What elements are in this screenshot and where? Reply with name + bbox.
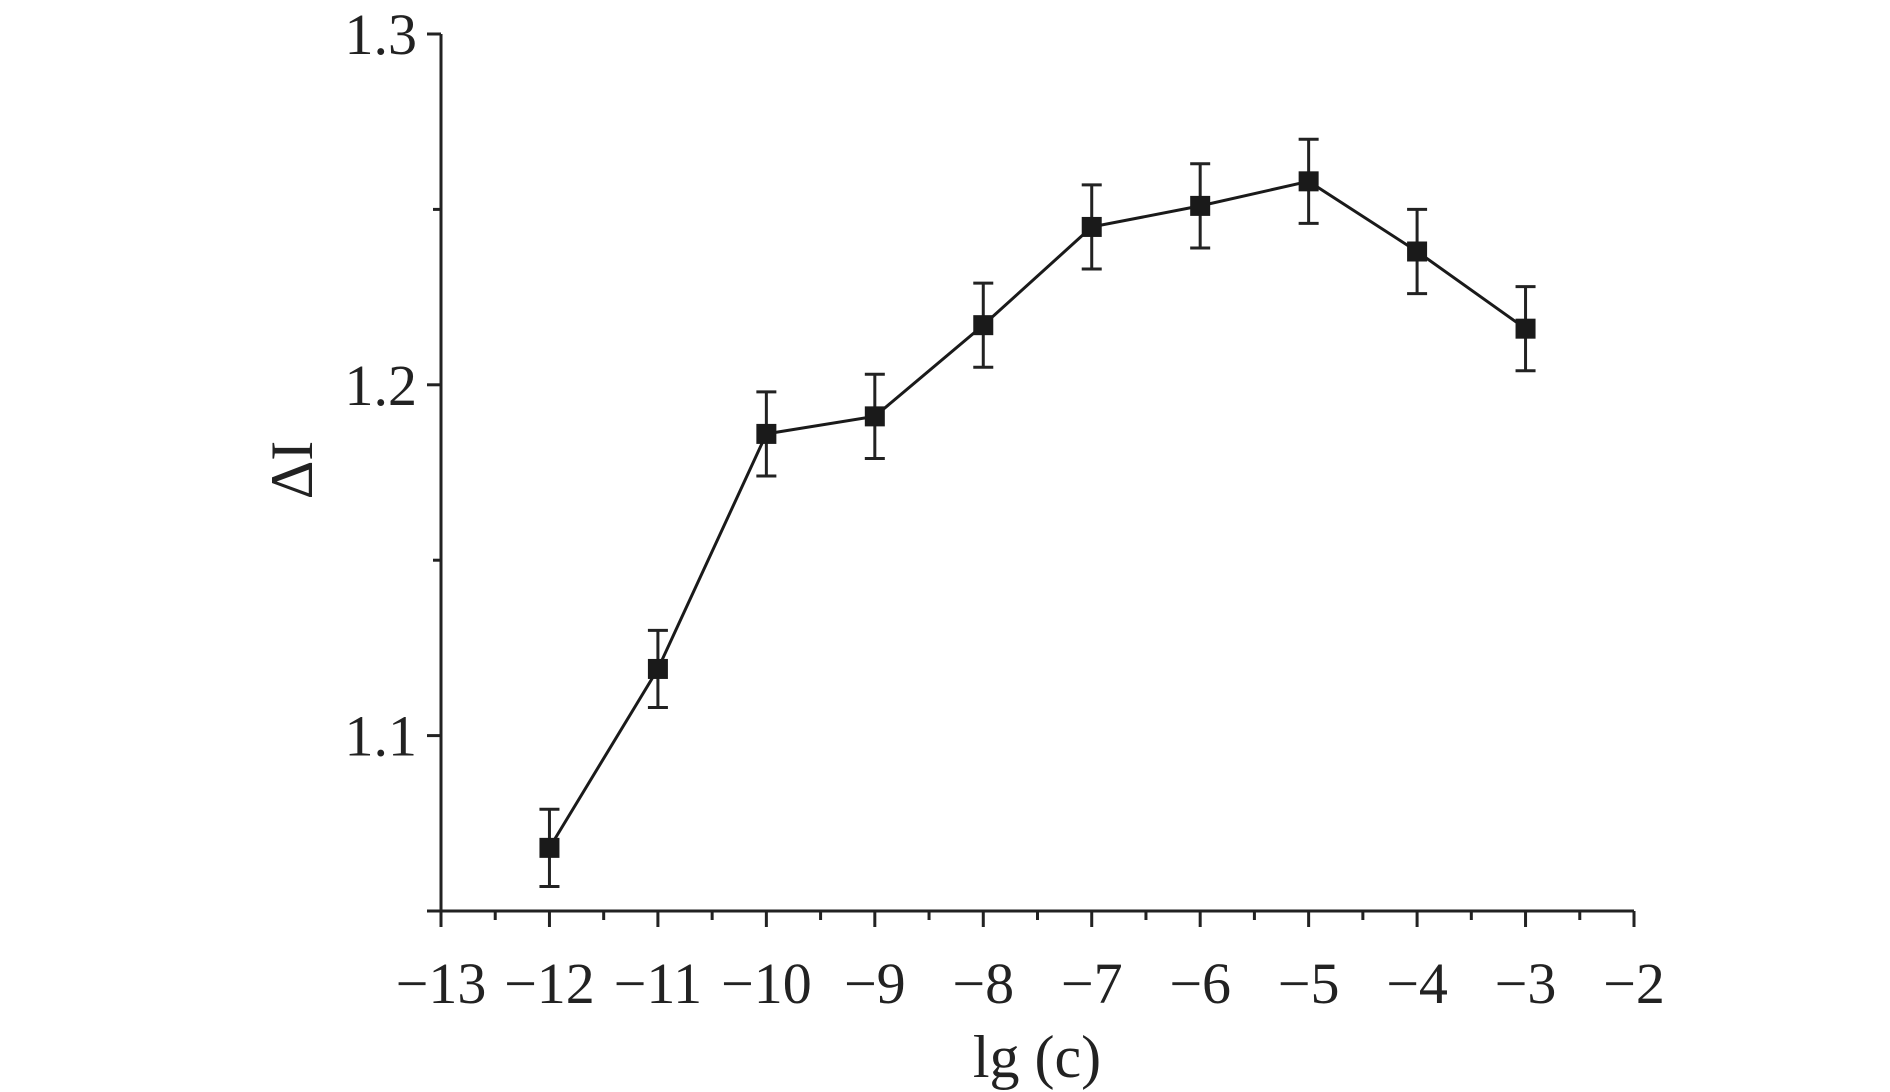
data-point [1190, 195, 1211, 216]
x-tick-label: −2 [1603, 951, 1665, 1016]
x-tick-label: −13 [396, 951, 487, 1016]
data-point [647, 658, 668, 679]
x-tick-label: −4 [1386, 951, 1448, 1016]
data-point [973, 315, 994, 336]
data-point [756, 423, 777, 444]
x-tick-label: −8 [952, 951, 1014, 1016]
x-axis-label: lg (c) [973, 1024, 1101, 1090]
y-tick-label: 1.2 [345, 353, 418, 418]
series [539, 137, 1536, 888]
data-point [1407, 241, 1428, 262]
x-tick-label: −10 [721, 951, 812, 1016]
x-tick-label: −11 [614, 951, 703, 1016]
y-tick-label: 1.3 [345, 2, 418, 67]
y-axis-label: ΔI [259, 441, 325, 500]
data-point [539, 837, 560, 858]
data-point [1081, 216, 1102, 237]
x-tick-label: −9 [844, 951, 906, 1016]
axes [439, 34, 1634, 913]
x-tick-label: −7 [1061, 951, 1123, 1016]
series-line [548, 179, 1527, 849]
ticks: 1.1 1.2 1.3 −13 −12 −11 −10 −9 −8 −7 −6 −5 −4 −3 −2 [345, 2, 1665, 1016]
data-point [1298, 171, 1319, 192]
x-tick-label: −5 [1278, 951, 1340, 1016]
data-point [864, 406, 885, 427]
y-tick-label: 1.1 [345, 704, 418, 769]
x-tick-label: −12 [504, 951, 595, 1016]
x-tick-label: −6 [1169, 951, 1231, 1016]
x-tick-label: −3 [1495, 951, 1557, 1016]
data-point [1515, 318, 1536, 339]
